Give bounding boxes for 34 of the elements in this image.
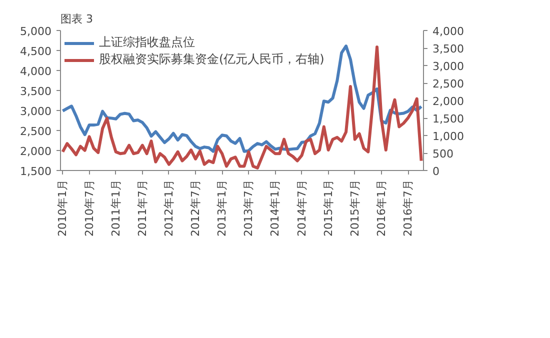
x-tick-label: 2011年7月 (136, 179, 149, 236)
y2-tick-label: 500 (432, 148, 454, 160)
legend-label: 股权融资实际募集资金(亿元人民币，右轴) (99, 51, 324, 68)
y2-tick-label: 1,500 (432, 112, 464, 126)
x-tick-label: 2015年1月 (322, 179, 335, 236)
y-tick-label: 2,000 (20, 145, 52, 158)
y2-tick-label: 1,000 (432, 130, 464, 143)
x-tick-label: 2014年7月 (295, 179, 308, 236)
chart-title: 图表 3 (60, 12, 93, 26)
x-tick-label: 2016年1月 (374, 179, 388, 236)
y2-tick-label: 0 (432, 165, 440, 178)
y-tick-label: 5,000 (20, 25, 52, 38)
x-tick-label: 2010年7月 (82, 179, 96, 236)
y-tick-label: 2,500 (20, 125, 52, 138)
x-tick-label: 2010年1月 (56, 179, 70, 236)
y-tick-label: 3,000 (20, 105, 52, 118)
x-tick-label: 2013年7月 (242, 179, 256, 236)
x-tick-label: 2016年7月 (402, 179, 415, 236)
legend-label: 上证综指收盘点位 (99, 34, 195, 51)
y-tick-label: 3,500 (20, 85, 52, 98)
x-tick-label: 2015年7月 (348, 179, 362, 236)
y-tick-label: 4,500 (20, 45, 52, 58)
y-tick-label: 4,000 (20, 65, 52, 78)
x-tick-label: 2012年7月 (189, 179, 202, 236)
y2-tick-label: 3,000 (432, 60, 464, 73)
y-tick-label: 1,500 (20, 165, 52, 178)
y2-tick-label: 2,000 (432, 95, 464, 108)
x-tick-label: 2011年1月 (109, 179, 122, 236)
x-tick-label: 2012年1月 (162, 179, 176, 236)
x-tick-label: 2013年1月 (216, 179, 229, 236)
y2-tick-label: 4,000 (432, 25, 464, 38)
y2-tick-label: 2,500 (432, 78, 464, 90)
y2-tick-label: 3,500 (432, 42, 464, 56)
x-tick-label: 2014年1月 (268, 179, 282, 236)
